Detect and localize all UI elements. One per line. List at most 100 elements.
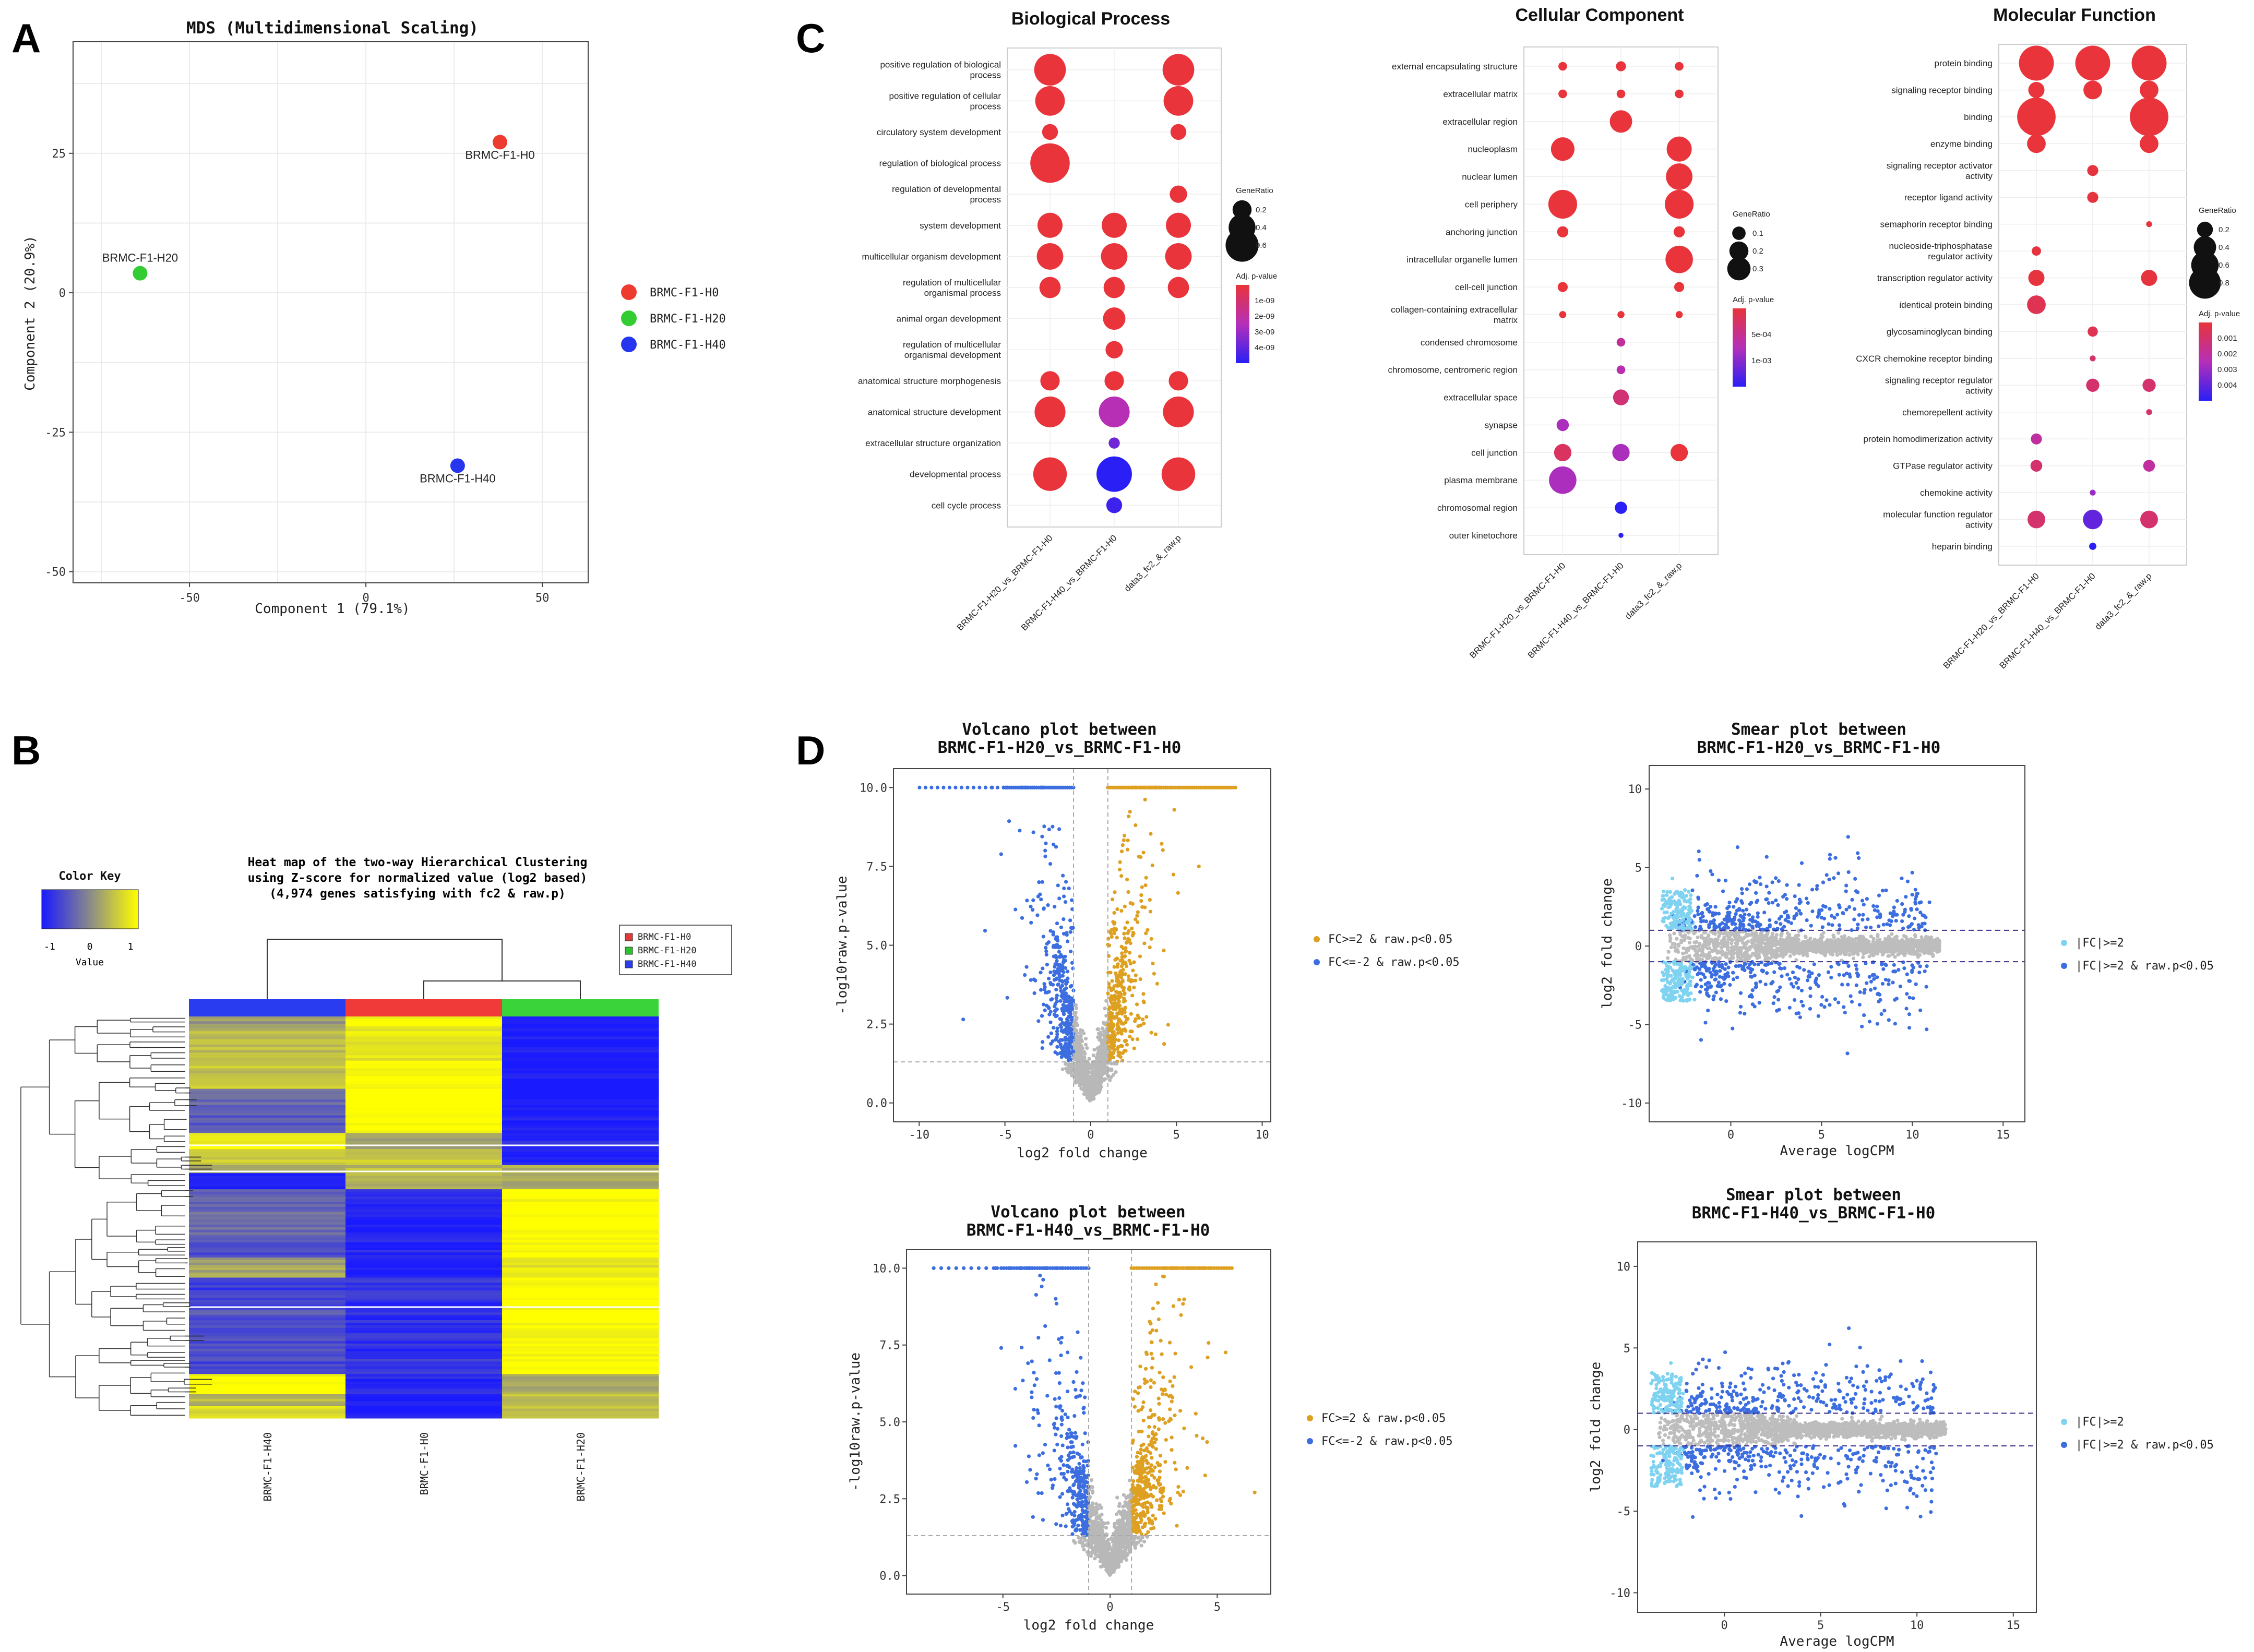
mds-y-tick: 25 — [52, 148, 66, 161]
volcano-point — [1079, 1069, 1083, 1074]
volcano-point — [1005, 996, 1009, 1000]
volcano-point — [1083, 1533, 1088, 1537]
volcano-point — [1052, 1025, 1056, 1030]
go-dot — [2028, 510, 2045, 529]
go-term-label: identical protein binding — [1899, 300, 1993, 310]
volcano-point — [1134, 1017, 1138, 1021]
heatmap-cell — [189, 1186, 346, 1190]
volcano-point — [1074, 1003, 1078, 1007]
heatmap-cell — [189, 1359, 346, 1362]
go-term-label: anatomical structure development — [868, 407, 1001, 417]
volcano-point — [1158, 1469, 1162, 1474]
volcano2-title-line: Volcano plot between — [991, 1203, 1185, 1222]
heatmap-cell — [345, 1133, 503, 1136]
volcano-point — [1136, 1525, 1140, 1529]
volcano-point — [1132, 1486, 1137, 1490]
volcano-point — [1075, 1028, 1079, 1033]
volcano-point — [1071, 1022, 1076, 1026]
heatmap-cell — [345, 1310, 503, 1313]
heatmap-cell — [189, 1146, 346, 1150]
heatmap-cell — [502, 1162, 659, 1166]
volcano-point — [1101, 1078, 1105, 1082]
volcano-point — [1123, 926, 1127, 930]
volcano-point — [1068, 985, 1073, 989]
heatmap-cell — [189, 1178, 346, 1182]
go-dot — [1108, 437, 1120, 449]
heatmap-cell — [189, 1376, 346, 1380]
heatmap-cell — [502, 1110, 659, 1114]
go-term-label: chromosomal region — [1437, 503, 1518, 513]
volcano-point — [1140, 1462, 1144, 1466]
go-size-legend-label: 0.2 — [2219, 225, 2229, 234]
heatmap-cell — [502, 1351, 659, 1355]
volcano-point — [1138, 1513, 1142, 1517]
volcano-point — [1132, 1536, 1137, 1540]
heatmap-cell — [189, 1202, 346, 1205]
go-dot — [1612, 444, 1630, 461]
heatmap-cell — [189, 1083, 346, 1087]
volcano-point — [1075, 1471, 1079, 1475]
heatmap-cell — [502, 1066, 659, 1069]
go-term-label: external encapsulating structure — [1392, 62, 1518, 71]
volcano-point — [1069, 926, 1074, 930]
volcano-point — [1043, 1324, 1047, 1328]
volcano-point — [1075, 1497, 1079, 1502]
heatmap-cell — [502, 1374, 659, 1377]
volcano-point — [1047, 1358, 1052, 1362]
heatmap-cell — [502, 1391, 659, 1395]
go-term-label: cell-cell junction — [1455, 282, 1518, 292]
heatmap-cell — [189, 1026, 346, 1029]
volcano-point — [1091, 1054, 1095, 1058]
volcano-point — [1169, 1502, 1173, 1506]
heatmap-cell — [345, 1277, 503, 1280]
volcano-point — [1145, 1484, 1149, 1488]
heatmap-cell — [189, 1031, 346, 1034]
volcano-point — [1048, 929, 1053, 933]
volcano-point — [1107, 1571, 1111, 1575]
volcano-point — [1141, 851, 1146, 855]
volcano-point — [1058, 985, 1063, 989]
volcano1-title-line: BRMC-F1-H20_vs_BRMC-F1-H0 — [938, 738, 1182, 757]
heatmap-cell — [345, 1240, 503, 1243]
heatmap-cell — [345, 1016, 503, 1020]
go-term-label: protein binding — [1934, 58, 1993, 68]
heatmap-cell — [189, 1237, 346, 1240]
go-dot — [2131, 45, 2167, 81]
heatmap-cell — [502, 1275, 659, 1278]
heatmap-cell — [189, 1120, 346, 1123]
heatmap-cell — [345, 1094, 503, 1097]
volcano-point — [1176, 1485, 1180, 1489]
heatmap-cell — [502, 1222, 659, 1225]
heatmap-cell — [345, 1404, 503, 1407]
volcano-point — [1112, 1022, 1116, 1026]
volcano-point — [1072, 1521, 1077, 1525]
heatmap-cell — [345, 1204, 503, 1207]
volcano-point — [1064, 986, 1068, 990]
volcano-point — [1143, 1367, 1148, 1371]
volcano-point — [999, 852, 1003, 856]
volcano-point — [1181, 1489, 1185, 1494]
go-term-label: signaling receptor regulator — [1885, 375, 1993, 385]
go-dot — [2083, 509, 2103, 530]
go-dot — [2017, 98, 2056, 136]
go-dot — [2030, 460, 2043, 472]
volcano-point — [1089, 1545, 1093, 1550]
heatmap-cell — [502, 1399, 659, 1402]
heatmap-cell — [189, 1386, 346, 1390]
volcano-point — [1116, 978, 1120, 983]
volcano-point — [1150, 1442, 1154, 1446]
go-dot — [1162, 54, 1195, 86]
volcano-point — [1040, 1491, 1044, 1495]
heatmap-cell — [502, 1178, 659, 1182]
go-dot — [1102, 212, 1127, 238]
heatmap-cell — [189, 1219, 346, 1223]
heatmap-cell — [189, 1181, 346, 1184]
volcano-point — [1135, 914, 1139, 918]
heatmap-cell — [345, 1401, 503, 1404]
go-dot — [2075, 45, 2110, 81]
volcano-point — [1099, 1546, 1104, 1550]
volcano-point — [1141, 1400, 1146, 1405]
heatmap-cell — [345, 1262, 503, 1265]
heatmap-cell — [502, 1300, 659, 1303]
heatmap-cell — [345, 1267, 503, 1271]
